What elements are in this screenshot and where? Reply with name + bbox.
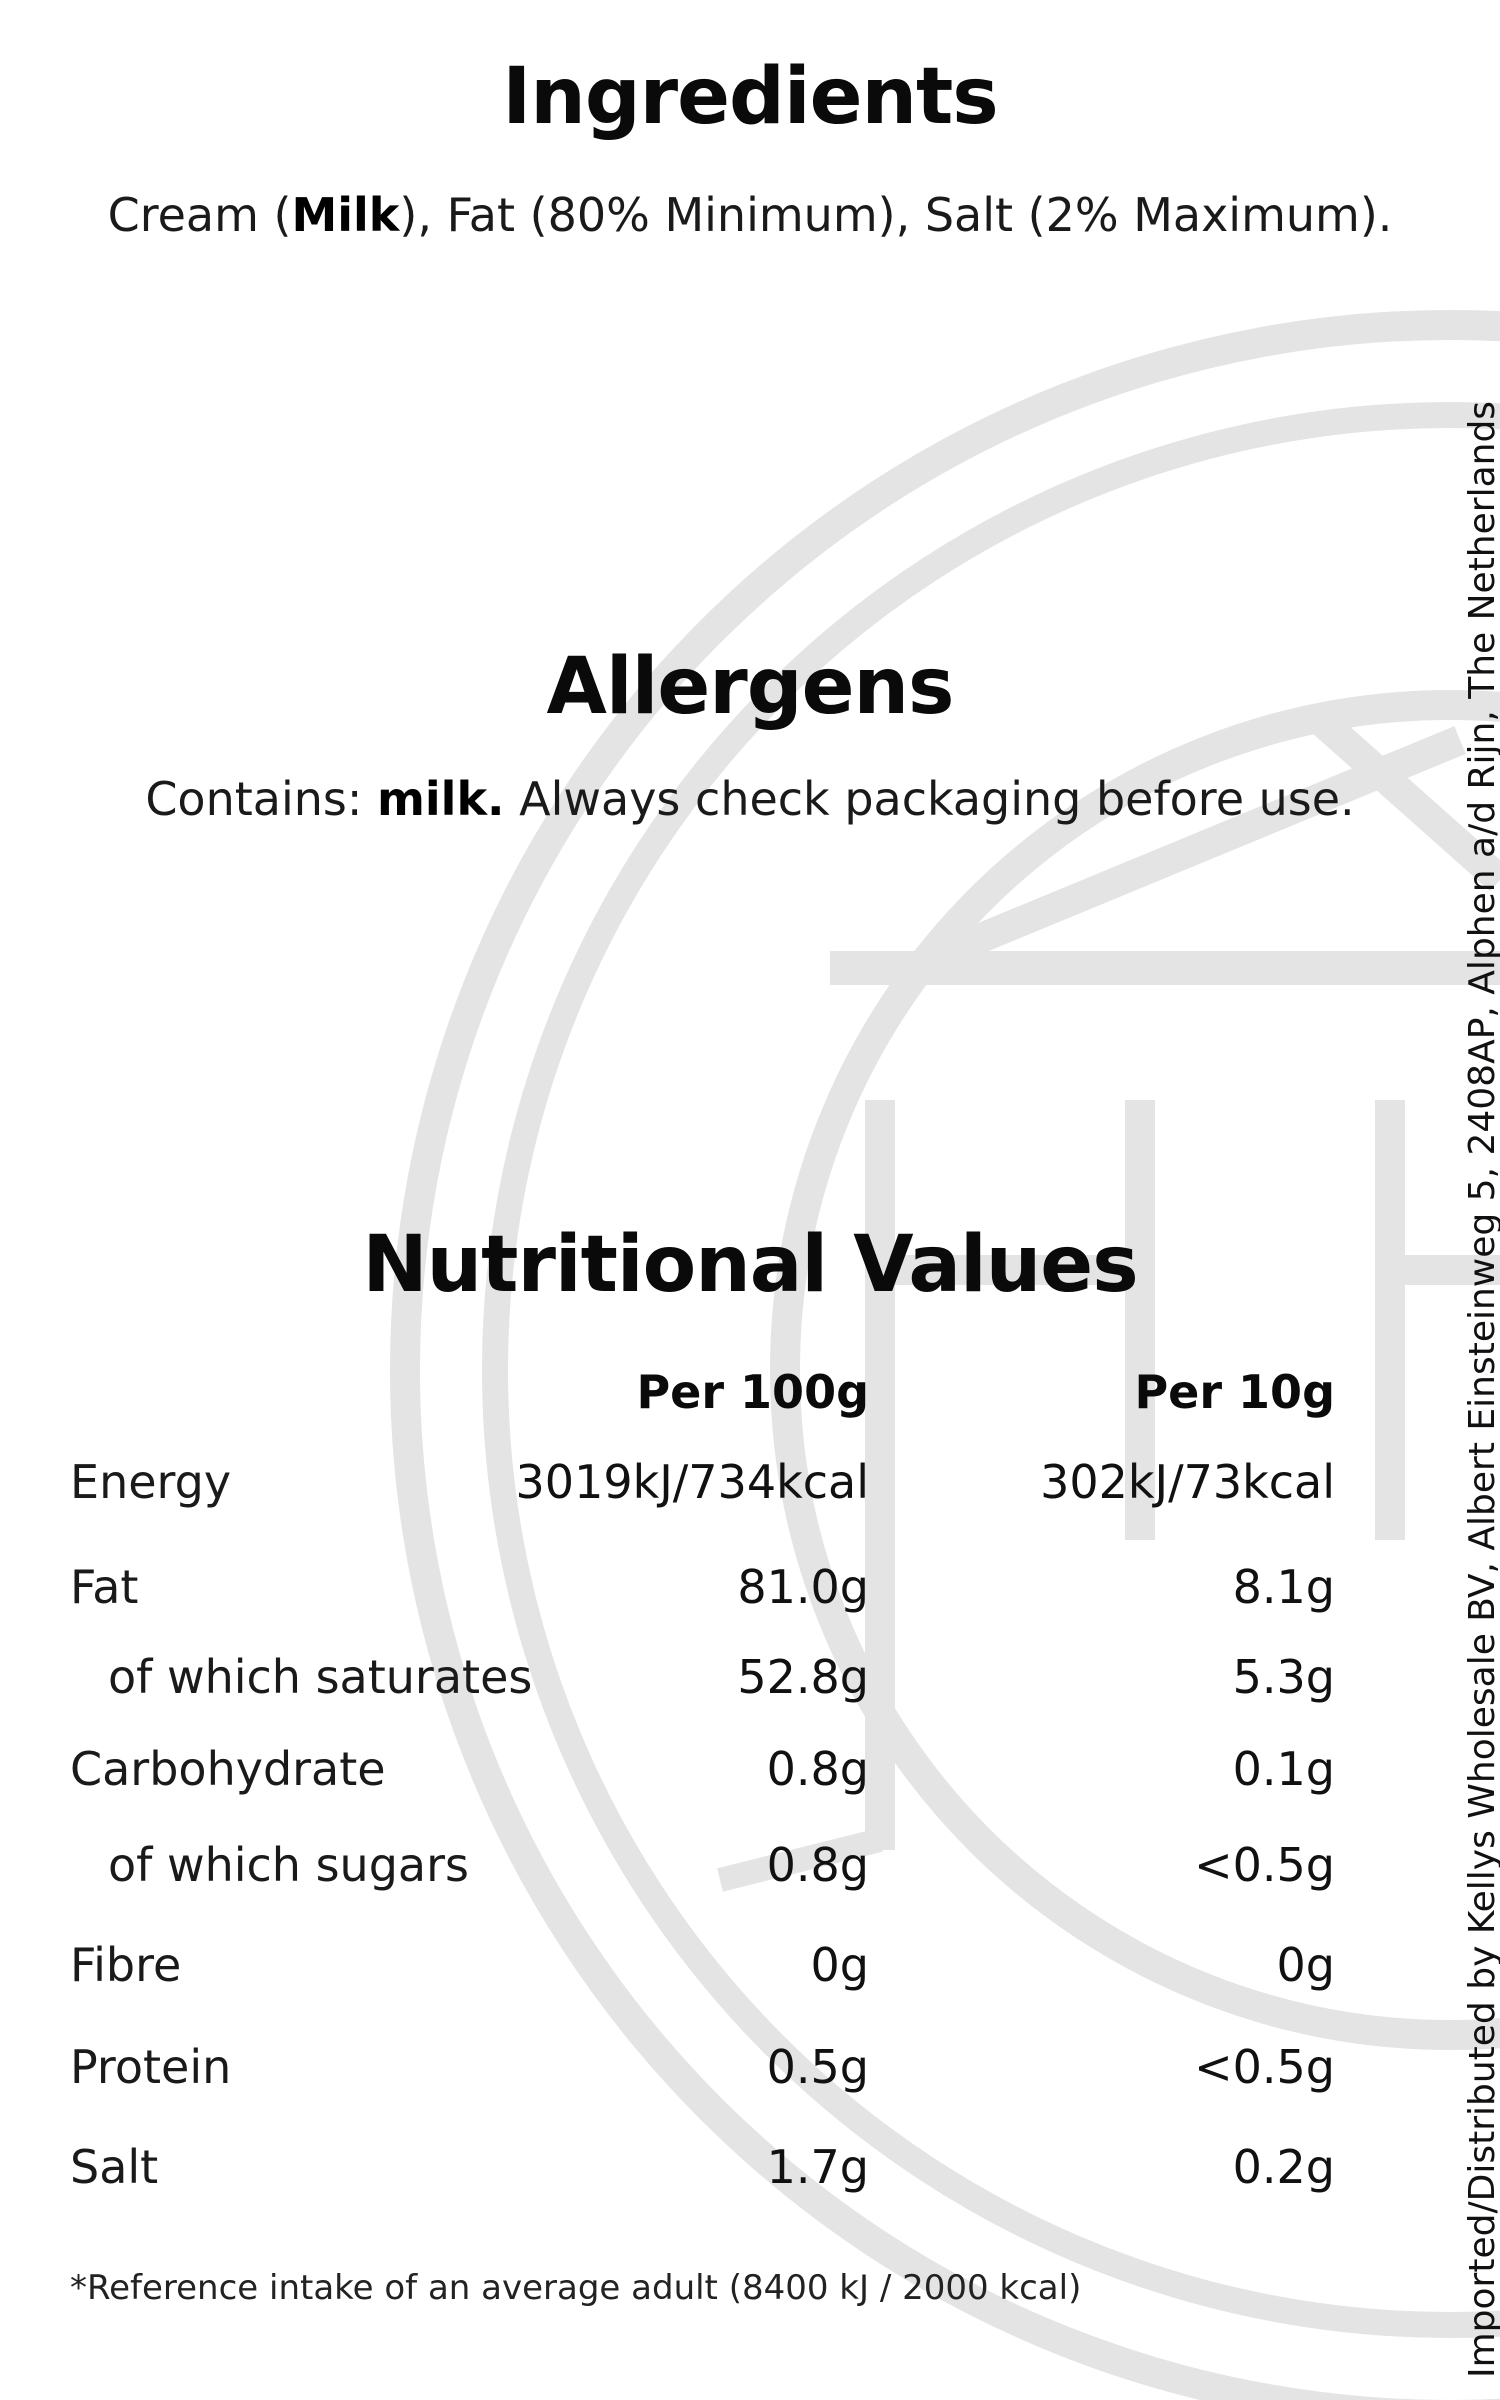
- allergens-heading: Allergens: [546, 642, 955, 732]
- value-per-100g: 0.8g: [766, 1742, 869, 1796]
- nutrient-label: Fat: [70, 1560, 139, 1614]
- nutrient-label: Energy: [70, 1455, 232, 1509]
- nutrition-row-protein: Protein 0.5g <0.5g: [0, 2040, 1500, 2100]
- value-per-100g: 1.7g: [766, 2140, 869, 2194]
- value-per-10g: 5.3g: [1232, 1650, 1335, 1704]
- nutrition-row-sugars: of which sugars 0.8g <0.5g: [0, 1838, 1500, 1898]
- nutrition-row-fat: Fat 81.0g 8.1g: [0, 1560, 1500, 1620]
- value-per-100g: 0.8g: [766, 1838, 869, 1892]
- nutrition-row-saturates: of which saturates 52.8g 5.3g: [0, 1650, 1500, 1710]
- nutrition-heading: Nutritional Values: [362, 1220, 1138, 1310]
- nutrient-label: Protein: [70, 2040, 232, 2094]
- ingredients-text: Cream (Milk), Fat (80% Minimum), Salt (2…: [107, 188, 1393, 242]
- column-header-per-100g: Per 100g: [636, 1365, 869, 1419]
- value-per-100g: 3019kJ/734kcal: [515, 1455, 869, 1509]
- value-per-10g: 0g: [1276, 1938, 1335, 1992]
- distributor-address: Imported/Distributed by Kellys Wholesale…: [1462, 400, 1500, 2378]
- nutrient-label: of which sugars: [108, 1838, 469, 1892]
- ingredients-heading: Ingredients: [502, 52, 998, 142]
- column-header-per-10g: Per 10g: [1134, 1365, 1335, 1419]
- value-per-100g: 0.5g: [766, 2040, 869, 2094]
- value-per-100g: 0g: [810, 1938, 869, 1992]
- nutrition-row-fibre: Fibre 0g 0g: [0, 1938, 1500, 1998]
- nutrient-label: of which saturates: [108, 1650, 533, 1704]
- value-per-100g: 81.0g: [737, 1560, 869, 1614]
- allergens-text: Contains: milk. Always check packaging b…: [145, 772, 1355, 826]
- value-per-10g: <0.5g: [1194, 1838, 1335, 1892]
- allergen-highlight: milk.: [376, 772, 505, 826]
- value-per-10g: 8.1g: [1232, 1560, 1335, 1614]
- value-per-10g: 0.1g: [1232, 1742, 1335, 1796]
- value-per-10g: 302kJ/73kcal: [1040, 1455, 1335, 1509]
- value-per-10g: 0.2g: [1232, 2140, 1335, 2194]
- nutrient-label: Fibre: [70, 1938, 182, 1992]
- nutrition-row-carbohydrate: Carbohydrate 0.8g 0.1g: [0, 1742, 1500, 1802]
- value-per-10g: <0.5g: [1194, 2040, 1335, 2094]
- nutrient-label: Carbohydrate: [70, 1742, 386, 1796]
- allergen-highlight: Milk: [291, 188, 400, 242]
- nutrition-row-energy: Energy 3019kJ/734kcal 302kJ/73kcal: [0, 1455, 1500, 1515]
- value-per-100g: 52.8g: [737, 1650, 869, 1704]
- reference-intake-footnote: *Reference intake of an average adult (8…: [70, 2268, 1082, 2308]
- nutrient-label: Salt: [70, 2140, 159, 2194]
- nutrition-row-salt: Salt 1.7g 0.2g: [0, 2140, 1500, 2200]
